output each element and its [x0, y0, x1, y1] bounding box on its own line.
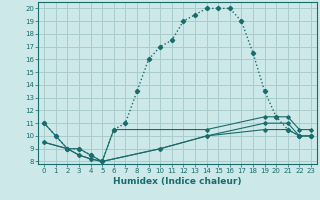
X-axis label: Humidex (Indice chaleur): Humidex (Indice chaleur) [113, 177, 242, 186]
